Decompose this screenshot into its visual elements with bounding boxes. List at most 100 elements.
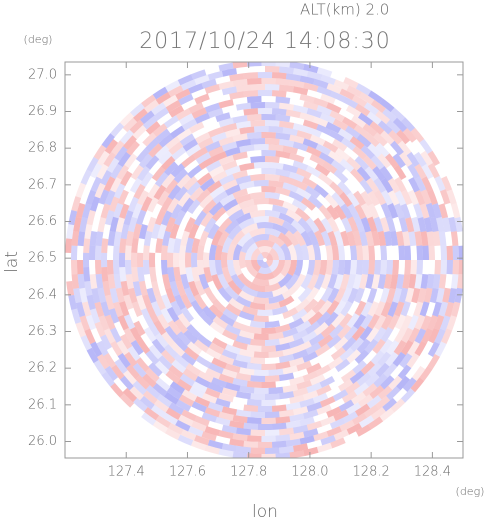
echo-cell (345, 125, 361, 139)
echo-cell (368, 416, 384, 430)
echo-cell (235, 409, 251, 418)
echo-cell (295, 207, 311, 222)
echo-cell (200, 211, 214, 227)
echo-cell (324, 193, 339, 209)
echo-cell (373, 216, 384, 233)
echo-cell (221, 424, 238, 434)
echo-cell (110, 177, 122, 193)
echo-cell (113, 273, 122, 289)
echo-cell (113, 202, 124, 219)
echo-cell (217, 217, 233, 233)
echo-cell (133, 397, 148, 412)
echo-cell (281, 285, 298, 300)
echo-cell (130, 164, 144, 180)
echo-cell (392, 117, 408, 133)
echo-cell (164, 179, 179, 195)
echo-cell (282, 327, 299, 338)
echo-cell (313, 431, 329, 442)
echo-cell (275, 434, 291, 442)
echo-cell (117, 189, 129, 206)
echo-cell (428, 328, 440, 344)
echo-cell (318, 151, 335, 165)
echo-cell (296, 379, 312, 390)
echo-cell (86, 209, 96, 226)
echo-cell (414, 176, 427, 192)
echo-cell (119, 203, 130, 219)
echo-cell (335, 358, 351, 373)
echo-cell (261, 168, 277, 175)
echo-cell (300, 230, 313, 247)
echo-cell (247, 62, 262, 67)
echo-cell (272, 222, 289, 235)
echo-cell (167, 184, 182, 200)
echo-cell (249, 228, 265, 238)
echo-cell (268, 216, 285, 226)
echo-cell (104, 210, 115, 226)
echo-cell (275, 150, 291, 159)
echo-cell (434, 260, 441, 275)
echo-cell (419, 365, 433, 382)
echo-cell (103, 353, 117, 369)
echo-cell (94, 301, 105, 318)
echo-cell (95, 260, 102, 275)
echo-cell (422, 245, 429, 260)
echo-cell (66, 280, 75, 296)
echo-cell (362, 123, 378, 137)
y-tick-label: 26.2 (28, 361, 57, 376)
echo-cell (306, 362, 322, 375)
echo-cell (168, 364, 184, 379)
echo-cell (235, 295, 252, 308)
echo-cell (329, 181, 344, 196)
echo-cell (119, 129, 134, 145)
echo-cell (360, 360, 376, 375)
echo-cell (271, 90, 287, 98)
echo-cell (191, 420, 207, 432)
echo-cell (161, 331, 176, 347)
echo-cell (255, 272, 275, 280)
echo-cell (189, 186, 204, 202)
echo-cell (95, 231, 104, 247)
echo-cell (211, 274, 223, 291)
echo-cell (224, 128, 241, 138)
echo-cell (394, 314, 407, 330)
echo-cell (193, 210, 207, 227)
echo-cell (440, 245, 447, 260)
echo-cell (374, 260, 381, 275)
echo-cell (195, 132, 211, 144)
echo-cell (250, 375, 265, 382)
echo-cell (345, 381, 361, 395)
echo-cell (103, 328, 116, 344)
echo-cell (370, 155, 385, 170)
echo-cell (303, 428, 319, 438)
echo-cell (265, 66, 280, 73)
echo-cell (265, 84, 280, 91)
echo-cell (145, 385, 161, 399)
echo-cell (423, 217, 433, 233)
echo-cell (224, 165, 241, 177)
echo-cell (299, 416, 315, 427)
echo-cell (109, 287, 119, 304)
echo-cell (313, 97, 329, 108)
echo-cell (333, 274, 344, 290)
echo-cell (71, 231, 80, 246)
echo-cell (140, 196, 153, 212)
echo-cell (366, 327, 380, 343)
echo-cell (305, 321, 321, 335)
echo-cell (239, 251, 247, 269)
echo-cell (275, 416, 291, 424)
echo-cell (194, 74, 210, 85)
echo-cell (246, 398, 262, 406)
echo-cell (151, 102, 167, 116)
echo-cell (450, 231, 459, 246)
echo-cell (250, 393, 265, 401)
echo-cell (359, 230, 368, 247)
echo-cell (245, 260, 258, 278)
echo-cell (154, 360, 170, 375)
echo-cell (173, 252, 180, 268)
echo-cell (253, 333, 269, 340)
echo-cell (420, 150, 434, 166)
echo-cell (330, 159, 346, 174)
echo-cell (250, 156, 265, 163)
echo-cell (450, 203, 461, 219)
